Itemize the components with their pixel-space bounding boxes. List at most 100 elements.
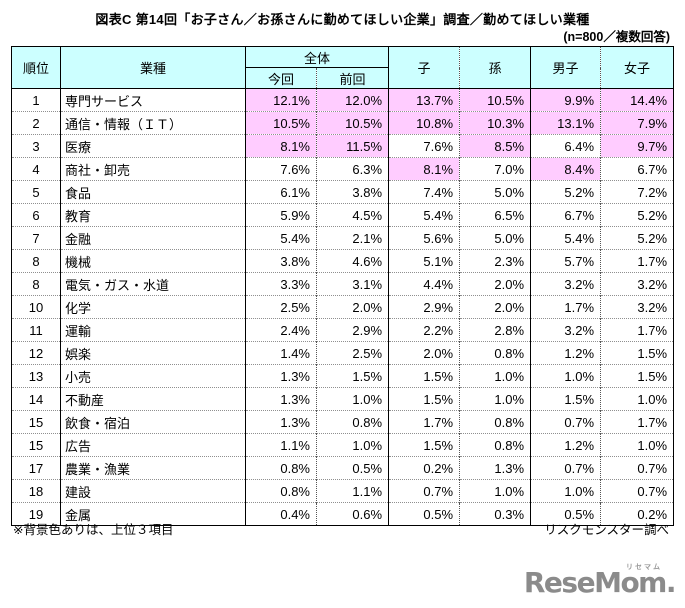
value-cell: 1.7% <box>600 249 674 273</box>
industry-cell: 娯楽 <box>60 341 246 365</box>
value-cell: 0.3% <box>459 502 531 526</box>
rank-cell: 1 <box>11 88 61 112</box>
value-cell: 2.5% <box>315 341 389 365</box>
value-cell: 5.4% <box>530 226 601 250</box>
value-cell: 1.0% <box>459 364 531 388</box>
value-cell: 5.9% <box>245 203 317 227</box>
industry-cell: 医療 <box>60 134 246 158</box>
value-cell: 0.8% <box>245 456 317 480</box>
industry-cell: 不動産 <box>60 387 246 411</box>
industry-cell: 建設 <box>60 479 246 503</box>
table-row: 19 金属 0.4% 0.6% 0.5% 0.3% 0.5% 0.2% <box>11 502 674 526</box>
header-industry: 業種 <box>60 46 246 89</box>
industry-cell: 小売 <box>60 364 246 388</box>
rank-cell: 18 <box>11 479 61 503</box>
value-cell: 1.5% <box>600 364 674 388</box>
value-cell: 2.3% <box>459 249 531 273</box>
header-overall: 全体 <box>244 46 389 68</box>
table-row: 1 専門サービス 12.1% 12.0% 13.7% 10.5% 9.9% 14.4% <box>11 88 674 112</box>
value-cell: 7.9% <box>600 111 674 135</box>
value-cell: 2.4% <box>245 318 317 342</box>
value-cell: 1.7% <box>530 295 601 319</box>
footnote-source: リスクモンスター調べ <box>544 523 669 537</box>
industry-cell: 専門サービス <box>60 88 246 112</box>
rank-cell: 5 <box>11 180 61 204</box>
value-cell: 1.5% <box>388 387 460 411</box>
value-cell: 7.2% <box>600 180 674 204</box>
table-row: 6 教育 5.9% 4.5% 5.4% 6.5% 6.7% 5.2% <box>11 203 674 227</box>
industry-cell: 飲食・宿泊 <box>60 410 246 434</box>
ranking-table: 順位 業種 全体 子 孫 男子 女子 今回 前回 1 専門サービス 12.1% 12.… <box>11 46 675 526</box>
value-cell: 3.2% <box>530 272 601 296</box>
value-cell: 1.5% <box>600 341 674 365</box>
value-cell: 6.5% <box>459 203 531 227</box>
value-cell: 0.2% <box>600 502 674 526</box>
value-cell: 2.0% <box>315 295 389 319</box>
value-cell: 0.7% <box>530 410 601 434</box>
value-cell: 5.0% <box>459 226 531 250</box>
table-row: 7 金融 5.4% 2.1% 5.6% 5.0% 5.4% 5.2% <box>11 226 674 250</box>
industry-cell: 金融 <box>60 226 246 250</box>
value-cell: 2.2% <box>388 318 460 342</box>
rank-cell: 15 <box>11 410 61 434</box>
value-cell: 1.5% <box>388 364 460 388</box>
value-cell: 3.2% <box>530 318 601 342</box>
sample-size-note: (n=800／複数回答) <box>563 30 670 44</box>
header-child: 子 <box>388 46 460 89</box>
rank-cell: 2 <box>11 111 61 135</box>
industry-cell: 商社・卸売 <box>60 157 246 181</box>
value-cell: 1.0% <box>459 479 531 503</box>
rank-cell: 12 <box>11 341 61 365</box>
value-cell: 12.1% <box>245 88 317 112</box>
value-cell: 13.7% <box>388 88 460 112</box>
industry-cell: 教育 <box>60 203 246 227</box>
header-girls: 女子 <box>600 46 674 89</box>
header-boys: 男子 <box>530 46 601 89</box>
industry-cell: 化学 <box>60 295 246 319</box>
value-cell: 1.7% <box>600 410 674 434</box>
value-cell: 1.5% <box>315 364 389 388</box>
value-cell: 4.5% <box>315 203 389 227</box>
value-cell: 11.5% <box>315 134 389 158</box>
header-current: 今回 <box>245 67 317 89</box>
rank-cell: 11 <box>11 318 61 342</box>
value-cell: 3.8% <box>315 180 389 204</box>
value-cell: 0.8% <box>459 341 531 365</box>
figure-title: 図表C 第14回「お子さん／お孫さんに勤めてほしい企業」調査／勤めてほしい業種 <box>95 12 590 27</box>
table-row: 14 不動産 1.3% 1.0% 1.5% 1.0% 1.5% 1.0% <box>11 387 674 411</box>
header-grandchild: 孫 <box>459 46 531 89</box>
rank-cell: 6 <box>11 203 61 227</box>
value-cell: 4.4% <box>388 272 460 296</box>
logo-wordmark: ReseMom. <box>523 566 677 599</box>
table-row: 12 娯楽 1.4% 2.5% 2.0% 0.8% 1.2% 1.5% <box>11 341 674 365</box>
value-cell: 1.7% <box>600 318 674 342</box>
value-cell: 0.7% <box>530 456 601 480</box>
value-cell: 0.8% <box>315 410 389 434</box>
value-cell: 1.1% <box>315 479 389 503</box>
value-cell: 1.0% <box>530 364 601 388</box>
value-cell: 4.6% <box>315 249 389 273</box>
rank-cell: 19 <box>11 502 61 526</box>
table-header: 順位 業種 全体 子 孫 男子 女子 今回 前回 <box>11 46 674 89</box>
industry-cell: 農業・漁業 <box>60 456 246 480</box>
value-cell: 2.9% <box>315 318 389 342</box>
value-cell: 0.8% <box>459 433 531 457</box>
value-cell: 9.9% <box>530 88 601 112</box>
value-cell: 10.5% <box>315 111 389 135</box>
table-row: 10 化学 2.5% 2.0% 2.9% 2.0% 1.7% 3.2% <box>11 295 674 319</box>
value-cell: 1.3% <box>459 456 531 480</box>
value-cell: 1.1% <box>245 433 317 457</box>
value-cell: 1.0% <box>315 387 389 411</box>
table-body: 1 専門サービス 12.1% 12.0% 13.7% 10.5% 9.9% 14.4% 2 通信・… <box>11 88 674 526</box>
value-cell: 1.2% <box>530 341 601 365</box>
industry-cell: 食品 <box>60 180 246 204</box>
value-cell: 7.0% <box>459 157 531 181</box>
value-cell: 10.5% <box>245 111 317 135</box>
rank-cell: 4 <box>11 157 61 181</box>
rank-cell: 10 <box>11 295 61 319</box>
value-cell: 5.4% <box>388 203 460 227</box>
value-cell: 0.8% <box>245 479 317 503</box>
industry-cell: 通信・情報（ＩＴ） <box>60 111 246 135</box>
table-row: 15 飲食・宿泊 1.3% 0.8% 1.7% 0.8% 0.7% 1.7% <box>11 410 674 434</box>
